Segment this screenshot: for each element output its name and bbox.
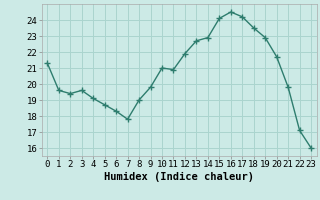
X-axis label: Humidex (Indice chaleur): Humidex (Indice chaleur)	[104, 172, 254, 182]
